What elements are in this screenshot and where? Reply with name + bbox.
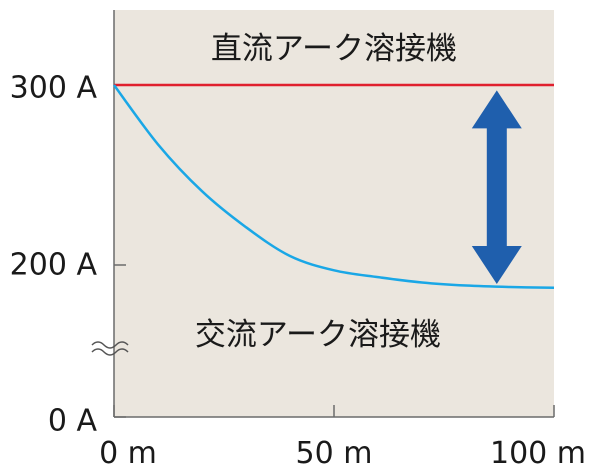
series-label-dc: 直流アーク溶接機 (211, 31, 457, 67)
y-tick-label-200: 200 A (10, 248, 98, 283)
series-line-1 (112, 84, 555, 290)
x-tick-label-0: 0 m (99, 436, 157, 471)
series-label-ac: 交流アーク溶接機 (195, 317, 441, 353)
double-arrow-shape (471, 90, 522, 285)
x-tick-marks (113, 405, 555, 417)
x-tick-label-50: 50 m (296, 436, 373, 471)
y-tick-label-300: 300 A (10, 71, 98, 106)
x-tick-label-100: 100 m (490, 436, 586, 471)
series-lines (112, 83, 555, 290)
double-arrow-icon (471, 90, 522, 285)
plot-background (114, 10, 554, 417)
y-tick-label-0: 0 A (48, 404, 98, 439)
axis-break-icon (91, 341, 129, 356)
